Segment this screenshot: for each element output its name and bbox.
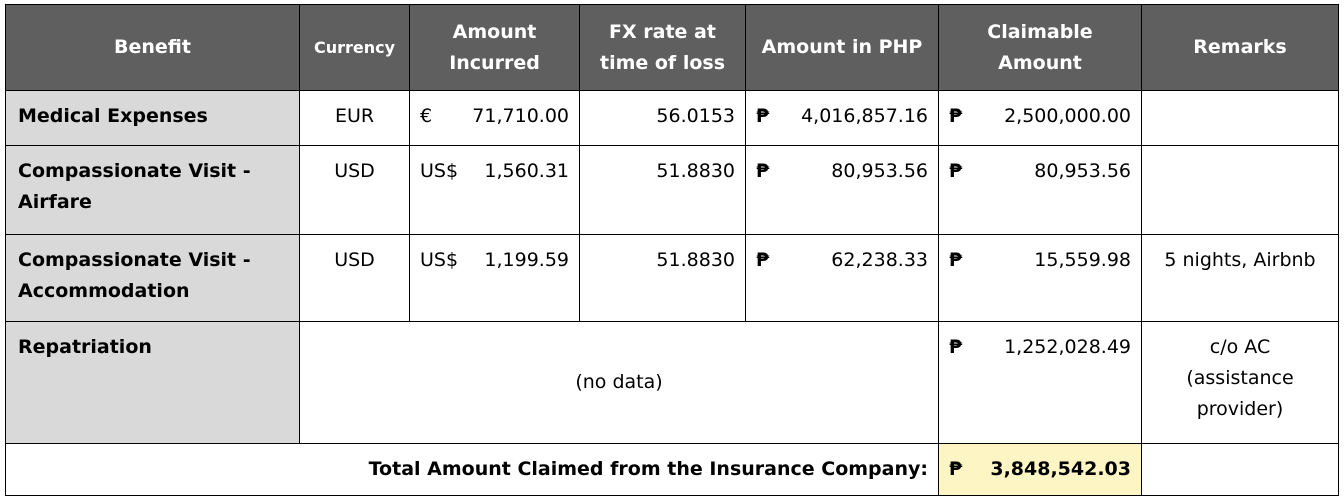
amount-php-cell: ₱ 80,953.56 <box>745 145 939 235</box>
peso-icon: ₱ <box>756 249 770 271</box>
no-data-cell: (no data) <box>299 321 939 444</box>
fx-rate-cell: 51.8830 <box>579 145 746 235</box>
currency-cell: USD <box>299 145 410 235</box>
amount-value: 71,710.00 <box>472 105 569 127</box>
remarks-text: c/o AC <box>1209 336 1271 358</box>
fx-rate-cell: 51.8830 <box>579 234 746 322</box>
amount-php-cell: ₱ 62,238.33 <box>745 234 939 322</box>
currency-cell: USD <box>299 234 410 322</box>
amount-value: 2,500,000.00 <box>1004 105 1131 127</box>
header-remarks: Remarks <box>1141 4 1339 91</box>
benefit-cell: Compassionate Visit - Airfare <box>5 145 300 235</box>
header-text: Amount <box>452 20 537 43</box>
benefit-label: Repatriation <box>18 336 152 358</box>
header-amount-php: Amount in PHP <box>745 4 939 91</box>
benefit-label: Compassionate Visit - <box>18 249 251 271</box>
peso-icon: ₱ <box>949 336 963 358</box>
header-amount-incurred: Amount Incurred <box>409 4 580 91</box>
claimable-cell: ₱ 1,252,028.49 <box>938 321 1142 444</box>
header-benefit: Benefit <box>5 4 300 91</box>
remarks-cell <box>1141 443 1339 496</box>
remarks-cell <box>1141 90 1339 146</box>
peso-icon: ₱ <box>949 249 963 271</box>
remarks-text: (assistance <box>1186 367 1294 389</box>
total-row: Total Amount Claimed from the Insurance … <box>5 443 1339 496</box>
peso-icon: ₱ <box>756 105 770 127</box>
remarks-text: provider) <box>1196 398 1284 420</box>
amount-value: 80,953.56 <box>1034 160 1131 182</box>
table-row: Compassionate Visit - Airfare USD US$ 1,56… <box>5 145 1339 235</box>
header-text: time of loss <box>599 51 725 74</box>
remarks-text: 5 nights, Airbnb <box>1164 249 1316 271</box>
amount-incurred-cell: US$ 1,560.31 <box>409 145 580 235</box>
peso-icon: ₱ <box>949 105 963 127</box>
total-value-cell: ₱ 3,848,542.03 <box>938 443 1142 496</box>
claimable-cell: ₱ 15,559.98 <box>938 234 1142 322</box>
benefit-label: Medical Expenses <box>18 105 208 127</box>
peso-icon: ₱ <box>949 458 963 480</box>
benefit-label: Accommodation <box>18 280 190 302</box>
header-text: Claimable <box>987 20 1093 43</box>
amount-value: 62,238.33 <box>831 249 928 271</box>
amount-incurred-cell: US$ 1,199.59 <box>409 234 580 322</box>
remarks-cell <box>1141 145 1339 235</box>
amount-php-cell: ₱ 4,016,857.16 <box>745 90 939 146</box>
amount-value: 1,199.59 <box>484 249 569 271</box>
header-text: Amount <box>998 51 1082 74</box>
amount-value: 1,252,028.49 <box>1004 336 1131 358</box>
remarks-cell: 5 nights, Airbnb <box>1141 234 1339 322</box>
table-row: Medical Expenses EUR €71,710.00 56.0153 … <box>5 90 1339 146</box>
amount-incurred-cell: €71,710.00 <box>409 90 580 146</box>
amount-value: 4,016,857.16 <box>801 105 928 127</box>
amount-value: 80,953.56 <box>831 160 928 182</box>
currency-symbol: US$ <box>420 249 459 271</box>
header-currency: Currency <box>299 4 410 91</box>
currency-cell: EUR <box>299 90 410 146</box>
benefit-cell: Medical Expenses <box>5 90 300 146</box>
header-fx-rate: FX rate at time of loss <box>579 4 746 91</box>
total-value: 3,848,542.03 <box>990 458 1131 480</box>
header-text: Incurred <box>449 51 540 74</box>
benefit-cell: Repatriation <box>5 321 300 444</box>
claimable-cell: ₱ 80,953.56 <box>938 145 1142 235</box>
amount-value: 1,560.31 <box>484 160 569 182</box>
claims-table: Benefit Currency Amount Incurred FX rate … <box>5 4 1339 496</box>
header-text: FX rate at <box>609 20 716 43</box>
amount-value: 15,559.98 <box>1034 249 1131 271</box>
total-label: Total Amount Claimed from the Insurance … <box>5 443 939 496</box>
peso-icon: ₱ <box>756 160 770 182</box>
currency-symbol: US$ <box>420 160 459 182</box>
header-claimable: Claimable Amount <box>938 4 1142 91</box>
benefit-cell: Compassionate Visit - Accommodation <box>5 234 300 322</box>
peso-icon: ₱ <box>949 160 963 182</box>
currency-symbol: € <box>420 105 433 127</box>
header-row: Benefit Currency Amount Incurred FX rate … <box>5 4 1339 91</box>
table-row: Compassionate Visit - Accommodation USD U… <box>5 234 1339 322</box>
fx-rate-cell: 56.0153 <box>579 90 746 146</box>
claimable-cell: ₱ 2,500,000.00 <box>938 90 1142 146</box>
benefit-label: Compassionate Visit - <box>18 160 251 182</box>
remarks-cell: c/o AC (assistance provider) <box>1141 321 1339 444</box>
table-row: Repatriation (no data) ₱ 1,252,028.49 c/o… <box>5 321 1339 444</box>
benefit-label: Airfare <box>18 191 92 213</box>
